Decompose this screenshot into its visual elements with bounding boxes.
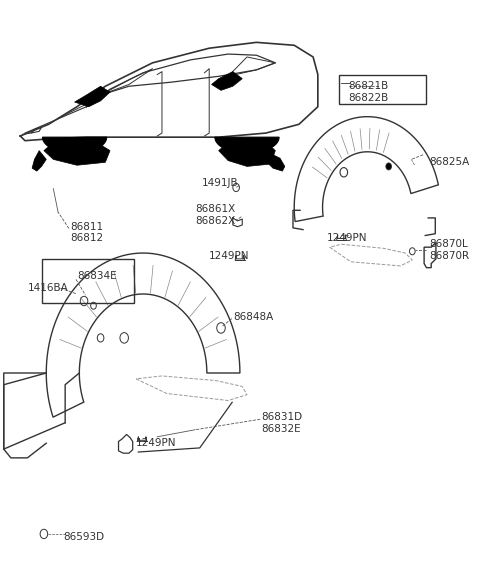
- Circle shape: [386, 163, 392, 170]
- Text: 86811
86812: 86811 86812: [70, 222, 103, 243]
- Text: 86848A: 86848A: [233, 312, 273, 322]
- Text: 1249PN: 1249PN: [136, 438, 177, 448]
- Polygon shape: [212, 72, 242, 91]
- Polygon shape: [215, 137, 279, 153]
- Text: 1491JB: 1491JB: [202, 178, 239, 188]
- Text: 86870L
86870R: 86870L 86870R: [429, 239, 469, 261]
- Text: 86593D: 86593D: [63, 532, 104, 542]
- Polygon shape: [32, 151, 46, 171]
- Text: 1249PN: 1249PN: [327, 233, 368, 243]
- Text: 86861X
86862X: 86861X 86862X: [195, 204, 235, 226]
- Polygon shape: [219, 141, 276, 166]
- Polygon shape: [266, 153, 285, 171]
- Text: 86834E: 86834E: [77, 272, 117, 282]
- Text: 86821B
86822B: 86821B 86822B: [348, 81, 389, 103]
- Text: 1416BA: 1416BA: [27, 283, 68, 293]
- Text: 86825A: 86825A: [429, 158, 469, 168]
- Polygon shape: [74, 86, 110, 107]
- Polygon shape: [43, 137, 107, 153]
- Text: 1249PN: 1249PN: [209, 251, 250, 261]
- Text: 86831D
86832E: 86831D 86832E: [261, 412, 302, 433]
- Polygon shape: [44, 142, 110, 165]
